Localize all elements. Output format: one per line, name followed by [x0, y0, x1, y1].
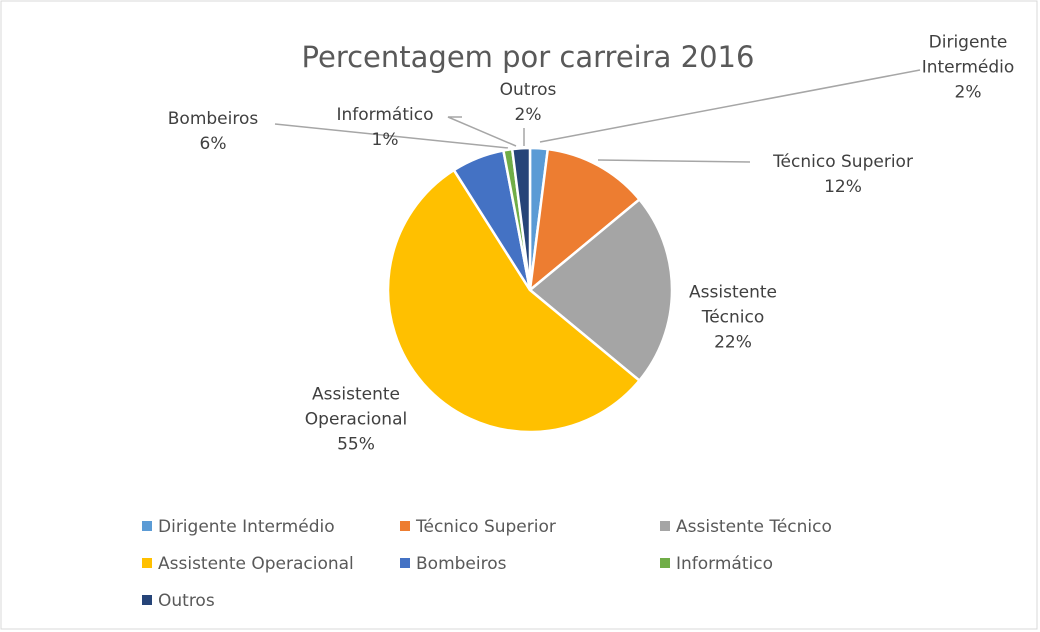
- leader-line: [274, 123, 509, 149]
- data-label-category: Dirigente Intermédio: [921, 32, 1015, 78]
- data-label-category: Bombeiros: [167, 109, 259, 129]
- leader-line: [597, 159, 751, 163]
- legend-item: Bombeiros: [400, 554, 506, 574]
- data-label-category: Assistente Operacional: [304, 384, 408, 430]
- data-label: Assistente Técnico 22%: [678, 281, 788, 356]
- legend-swatch: [142, 595, 152, 605]
- legend-swatch: [660, 558, 670, 568]
- legend-label: Bombeiros: [416, 554, 507, 574]
- data-label-value: 1%: [371, 130, 399, 150]
- legend-label: Assistente Operacional: [158, 554, 354, 574]
- legend-item: Outros: [142, 591, 215, 611]
- legend-item: Assistente Operacional: [142, 554, 354, 574]
- leader-line: [539, 69, 921, 143]
- legend-swatch: [660, 521, 670, 531]
- legend-item: Dirigente Intermédio: [142, 517, 335, 537]
- data-label: Bombeiros 6%: [153, 107, 273, 157]
- data-label-value: 55%: [337, 434, 375, 455]
- data-label: Outros 2%: [488, 78, 568, 128]
- legend-swatch: [142, 521, 152, 531]
- data-label: Técnico Superior 12%: [743, 150, 943, 200]
- data-label-category: Assistente Técnico: [689, 282, 777, 328]
- pie-slice: [386, 168, 642, 434]
- legend-label: Técnico Superior: [416, 517, 556, 537]
- legend-label: Outros: [158, 591, 215, 611]
- legend-swatch: [142, 558, 152, 568]
- legend-label: Assistente Técnico: [676, 517, 832, 537]
- legend-item: Informático: [660, 554, 773, 574]
- legend-label: Dirigente Intermédio: [158, 517, 335, 537]
- legend-label: Informático: [676, 554, 773, 574]
- data-label-category: Outros: [499, 80, 557, 100]
- data-label-value: 12%: [824, 177, 862, 197]
- pie-slice: [528, 147, 642, 293]
- pie-slice: [528, 197, 674, 383]
- legend-swatch: [400, 521, 410, 531]
- data-label-category: Técnico Superior: [773, 152, 913, 172]
- legend-item: Técnico Superior: [400, 517, 556, 537]
- data-label: Assistente Operacional 55%: [281, 383, 431, 458]
- pie-slice: [510, 146, 532, 291]
- leader-lines: [274, 69, 921, 163]
- legend-swatch: [400, 558, 410, 568]
- data-label-category: Informático: [336, 105, 434, 125]
- data-label-value: 2%: [514, 105, 542, 125]
- data-label-value: 6%: [199, 134, 227, 154]
- data-label-value: 22%: [714, 332, 752, 353]
- legend-item: Assistente Técnico: [660, 517, 832, 537]
- data-label: Informático 1%: [325, 103, 445, 153]
- data-label-value: 2%: [954, 82, 982, 103]
- chart-title: Percentagem por carreira 2016: [301, 40, 755, 74]
- data-label: Dirigente Intermédio 2%: [913, 31, 1023, 106]
- leader-line: [447, 116, 517, 147]
